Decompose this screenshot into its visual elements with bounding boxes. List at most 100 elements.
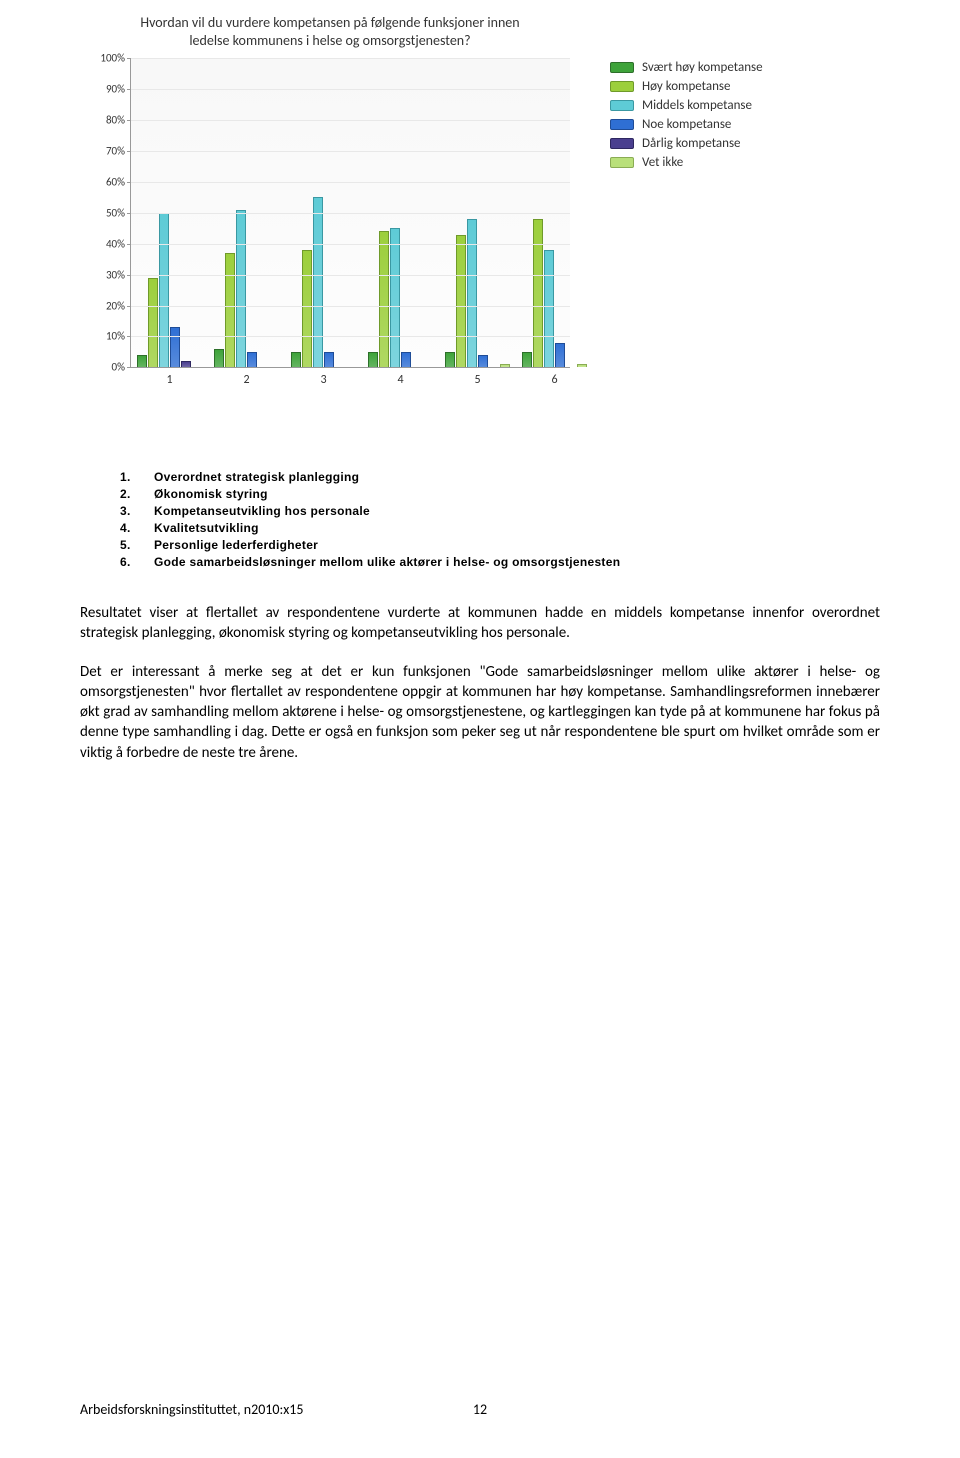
gridline [131, 120, 570, 121]
ytick-label: 100% [100, 52, 125, 65]
list-item-number: 5. [120, 538, 154, 552]
legend-item: Svært høy kompetanse [610, 60, 763, 75]
ytick-label: 70% [106, 145, 125, 158]
list-item-text: Overordnet strategisk planlegging [154, 470, 359, 484]
legend-item: Noe kompetanse [610, 117, 763, 132]
gridline [131, 58, 570, 59]
legend-swatch [610, 81, 634, 92]
bar [500, 364, 510, 367]
list-item-number: 1. [120, 470, 154, 484]
bar [522, 352, 532, 367]
ytick-mark [127, 306, 131, 307]
ytick-mark [127, 89, 131, 90]
legend-label: Noe kompetanse [642, 117, 731, 132]
ytick-label: 40% [106, 237, 125, 250]
ytick-label: 0% [112, 361, 125, 374]
footer-left: Arbeidsforskningsinstituttet, n2010:x15 [80, 1401, 304, 1418]
bar [159, 213, 169, 368]
bar [577, 364, 587, 367]
legend-item: Høy kompetanse [610, 79, 763, 94]
xtick-label: 1 [166, 373, 172, 387]
ytick-label: 10% [106, 330, 125, 343]
bar [148, 278, 158, 368]
bar [368, 352, 378, 367]
bar [456, 235, 466, 368]
chart-area: Hvordan vil du vurdere kompetansen på fø… [80, 10, 580, 410]
list-item-text: Gode samarbeidsløsninger mellom ulike ak… [154, 555, 620, 569]
list-item-text: Økonomisk styring [154, 487, 268, 501]
list-item: 6.Gode samarbeidsløsninger mellom ulike … [120, 555, 880, 569]
legend-label: Dårlig kompetanse [642, 136, 741, 151]
bar [313, 197, 323, 367]
ytick-label: 90% [106, 83, 125, 96]
legend-item: Middels kompetanse [610, 98, 763, 113]
footer-page-number: 12 [473, 1401, 487, 1418]
bar [555, 343, 565, 368]
bar [225, 253, 235, 367]
chart-legend: Svært høy kompetanse Høy kompetanse Middel… [610, 60, 763, 174]
ytick-mark [127, 367, 131, 368]
bar [214, 349, 224, 368]
chart-title: Hvordan vil du vurdere kompetansen på fø… [80, 10, 580, 58]
ytick-mark [127, 120, 131, 121]
bar [390, 228, 400, 367]
legend-swatch [610, 119, 634, 130]
ytick-mark [127, 151, 131, 152]
list-item: 1.Overordnet strategisk planlegging [120, 470, 880, 484]
body-paragraph: Det er interessant å merke seg at det er… [80, 662, 880, 763]
list-item-text: Kompetanseutvikling hos personale [154, 504, 370, 518]
legend-label: Middels kompetanse [642, 98, 752, 113]
list-item-text: Kvalitetsutvikling [154, 521, 259, 535]
gridline [131, 151, 570, 152]
legend-label: Vet ikke [642, 155, 683, 170]
ytick-mark [127, 182, 131, 183]
bar [544, 250, 554, 367]
bar [478, 355, 488, 367]
ytick-mark [127, 213, 131, 214]
list-item-text: Personlige lederferdigheter [154, 538, 318, 552]
ytick-mark [127, 58, 131, 59]
list-item: 5.Personlige lederferdigheter [120, 538, 880, 552]
list-item: 4.Kvalitetsutvikling [120, 521, 880, 535]
bar [533, 219, 543, 367]
gridline [131, 306, 570, 307]
legend-label: Høy kompetanse [642, 79, 730, 94]
ytick-label: 50% [106, 206, 125, 219]
chart-region: Hvordan vil du vurdere kompetansen på fø… [80, 10, 880, 410]
category-list: 1.Overordnet strategisk planlegging2.Øko… [120, 470, 880, 569]
list-item: 2.Økonomisk styring [120, 487, 880, 501]
gridline [131, 182, 570, 183]
list-item-number: 2. [120, 487, 154, 501]
xtick-label: 5 [474, 373, 480, 387]
xtick-label: 4 [397, 373, 403, 387]
legend-swatch [610, 138, 634, 149]
bar [324, 352, 334, 367]
bar [445, 352, 455, 367]
legend-item: Dårlig kompetanse [610, 136, 763, 151]
legend-item: Vet ikke [610, 155, 763, 170]
ytick-label: 20% [106, 299, 125, 312]
bar [379, 231, 389, 367]
xtick-label: 3 [320, 373, 326, 387]
legend-swatch [610, 157, 634, 168]
bar [291, 352, 301, 367]
gridline [131, 89, 570, 90]
list-item-number: 4. [120, 521, 154, 535]
bar [181, 361, 191, 367]
gridline [131, 213, 570, 214]
bar [170, 327, 180, 367]
ytick-label: 60% [106, 175, 125, 188]
ytick-label: 30% [106, 268, 125, 281]
gridline [131, 336, 570, 337]
ytick-mark [127, 244, 131, 245]
ytick-label: 80% [106, 114, 125, 127]
bar [247, 352, 257, 367]
ytick-mark [127, 275, 131, 276]
gridline [131, 275, 570, 276]
bar [401, 352, 411, 367]
ytick-mark [127, 336, 131, 337]
bar [467, 219, 477, 367]
list-item-number: 3. [120, 504, 154, 518]
legend-swatch [610, 100, 634, 111]
page-footer: Arbeidsforskningsinstituttet, n2010:x15 … [80, 1401, 880, 1418]
